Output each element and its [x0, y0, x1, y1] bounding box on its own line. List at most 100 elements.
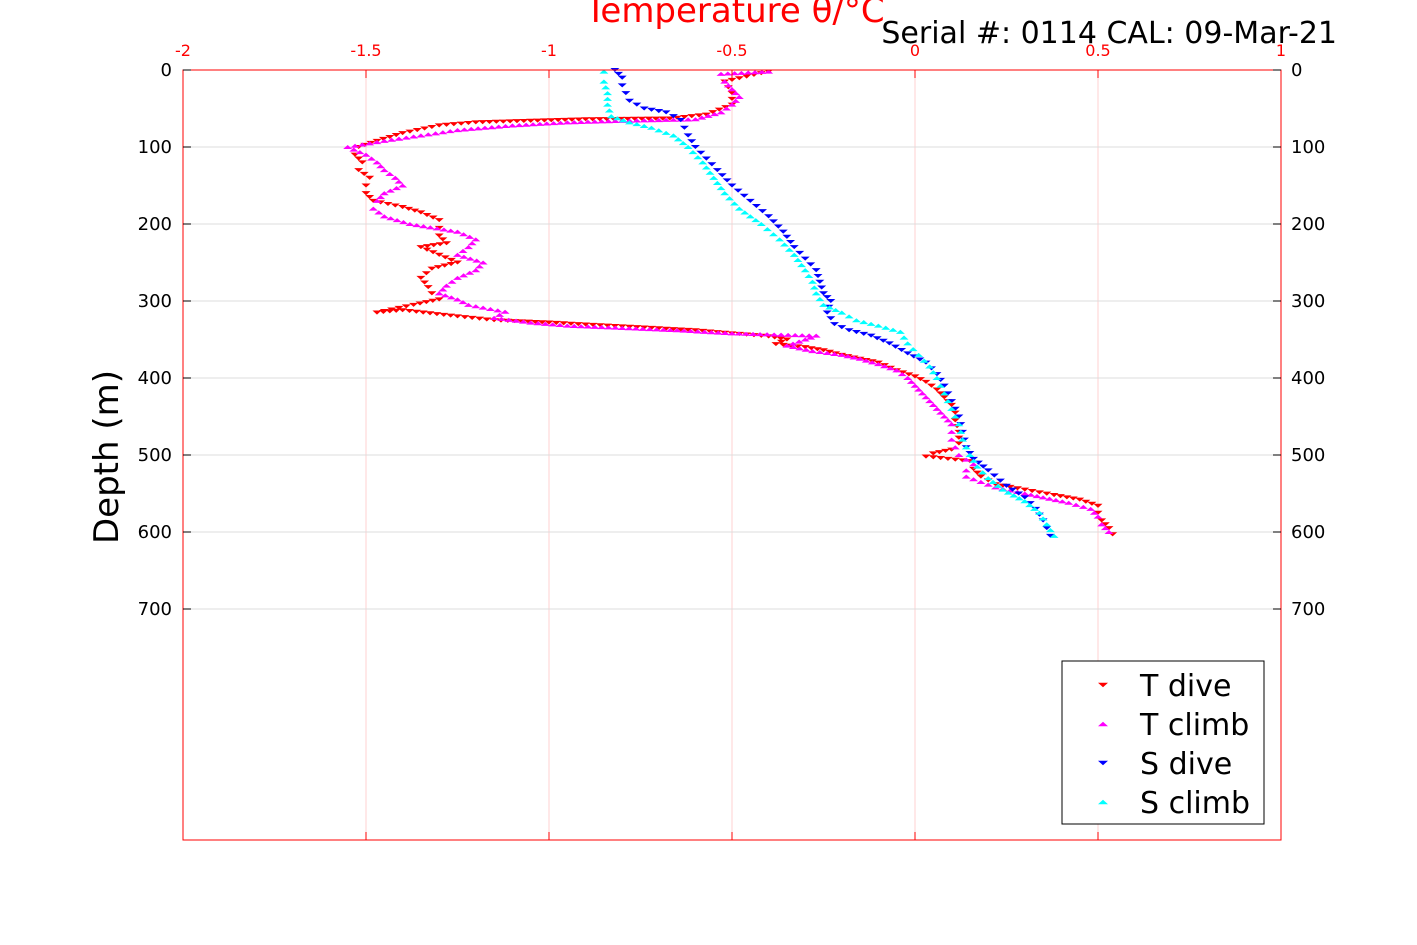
data-point — [676, 327, 686, 332]
data-point — [610, 324, 620, 329]
series-s-climb — [599, 69, 1059, 538]
data-point — [383, 201, 393, 207]
data-point — [496, 316, 506, 321]
data-point — [632, 102, 642, 107]
data-point — [599, 69, 609, 74]
data-point — [690, 117, 700, 122]
data-point — [467, 315, 477, 320]
data-point — [976, 474, 986, 479]
data-point — [474, 264, 484, 269]
data-point — [446, 228, 456, 233]
data-point — [928, 451, 938, 456]
data-point — [837, 352, 847, 357]
data-point — [1097, 518, 1107, 523]
data-point — [482, 317, 492, 322]
data-point — [439, 312, 449, 317]
data-point — [782, 337, 792, 342]
data-point — [518, 319, 528, 324]
data-point — [355, 150, 365, 155]
data-point — [465, 234, 475, 239]
data-point — [512, 119, 522, 124]
data-point — [391, 308, 401, 313]
data-point — [745, 214, 755, 219]
data-point — [703, 113, 713, 118]
data-point — [415, 301, 425, 306]
data-point — [775, 237, 785, 242]
data-point — [717, 173, 727, 178]
data-point — [639, 325, 649, 330]
data-point — [859, 331, 869, 336]
data-point — [1045, 533, 1055, 538]
data-point — [941, 448, 950, 453]
data-point — [1032, 494, 1042, 499]
data-point — [438, 130, 448, 135]
data-point — [976, 479, 986, 484]
y-tick-label-left: 0 — [161, 60, 172, 81]
data-point — [762, 332, 772, 337]
data-point — [786, 239, 796, 244]
data-point — [610, 118, 620, 124]
data-point — [1055, 494, 1065, 499]
data-point — [472, 258, 482, 263]
data-point — [603, 325, 613, 330]
data-point — [526, 320, 536, 325]
y-tick-label-right: 200 — [1291, 214, 1325, 235]
data-point — [688, 150, 698, 155]
data-point — [434, 123, 444, 128]
data-point — [727, 183, 737, 188]
data-point — [610, 325, 620, 330]
data-point — [800, 345, 810, 350]
data-point — [419, 224, 429, 229]
data-point — [831, 307, 841, 313]
data-point — [1068, 496, 1078, 501]
data-point — [465, 256, 475, 261]
data-point — [458, 248, 468, 253]
data-point — [562, 120, 572, 125]
data-point — [725, 196, 735, 201]
data-point — [654, 326, 664, 331]
data-point — [683, 327, 693, 332]
data-point — [789, 252, 799, 257]
data-point — [438, 287, 448, 292]
data-point — [646, 107, 656, 112]
data-point — [551, 320, 561, 325]
data-point — [729, 201, 739, 206]
data-point — [401, 135, 411, 140]
data-point — [654, 109, 664, 114]
data-point — [745, 198, 755, 203]
data-point — [372, 140, 382, 145]
data-point — [895, 329, 905, 334]
data-point — [782, 343, 792, 348]
data-point — [983, 468, 993, 473]
data-point — [404, 308, 414, 314]
data-point — [646, 118, 656, 123]
data-point — [1042, 491, 1052, 496]
data-point — [394, 136, 404, 141]
data-point — [599, 79, 609, 84]
data-point — [731, 98, 741, 103]
data-point — [943, 418, 953, 423]
data-point — [625, 120, 635, 125]
data-point — [764, 214, 774, 219]
data-point — [961, 468, 971, 473]
data-point — [806, 262, 816, 267]
data-point — [697, 115, 707, 120]
data-point — [590, 119, 600, 124]
data-point — [467, 241, 477, 246]
data-point — [734, 76, 744, 81]
data-point — [548, 322, 558, 327]
data-point — [521, 122, 531, 127]
data-point — [442, 122, 452, 127]
data-point — [693, 155, 703, 160]
data-point — [771, 342, 781, 347]
data-point — [526, 118, 536, 123]
data-point — [797, 263, 807, 268]
data-point — [378, 136, 388, 141]
data-point — [478, 120, 488, 125]
data-point — [734, 206, 744, 211]
data-point — [817, 285, 827, 290]
data-point — [672, 328, 682, 333]
data-point — [794, 339, 804, 344]
data-point — [453, 128, 462, 133]
data-point — [1045, 528, 1055, 533]
